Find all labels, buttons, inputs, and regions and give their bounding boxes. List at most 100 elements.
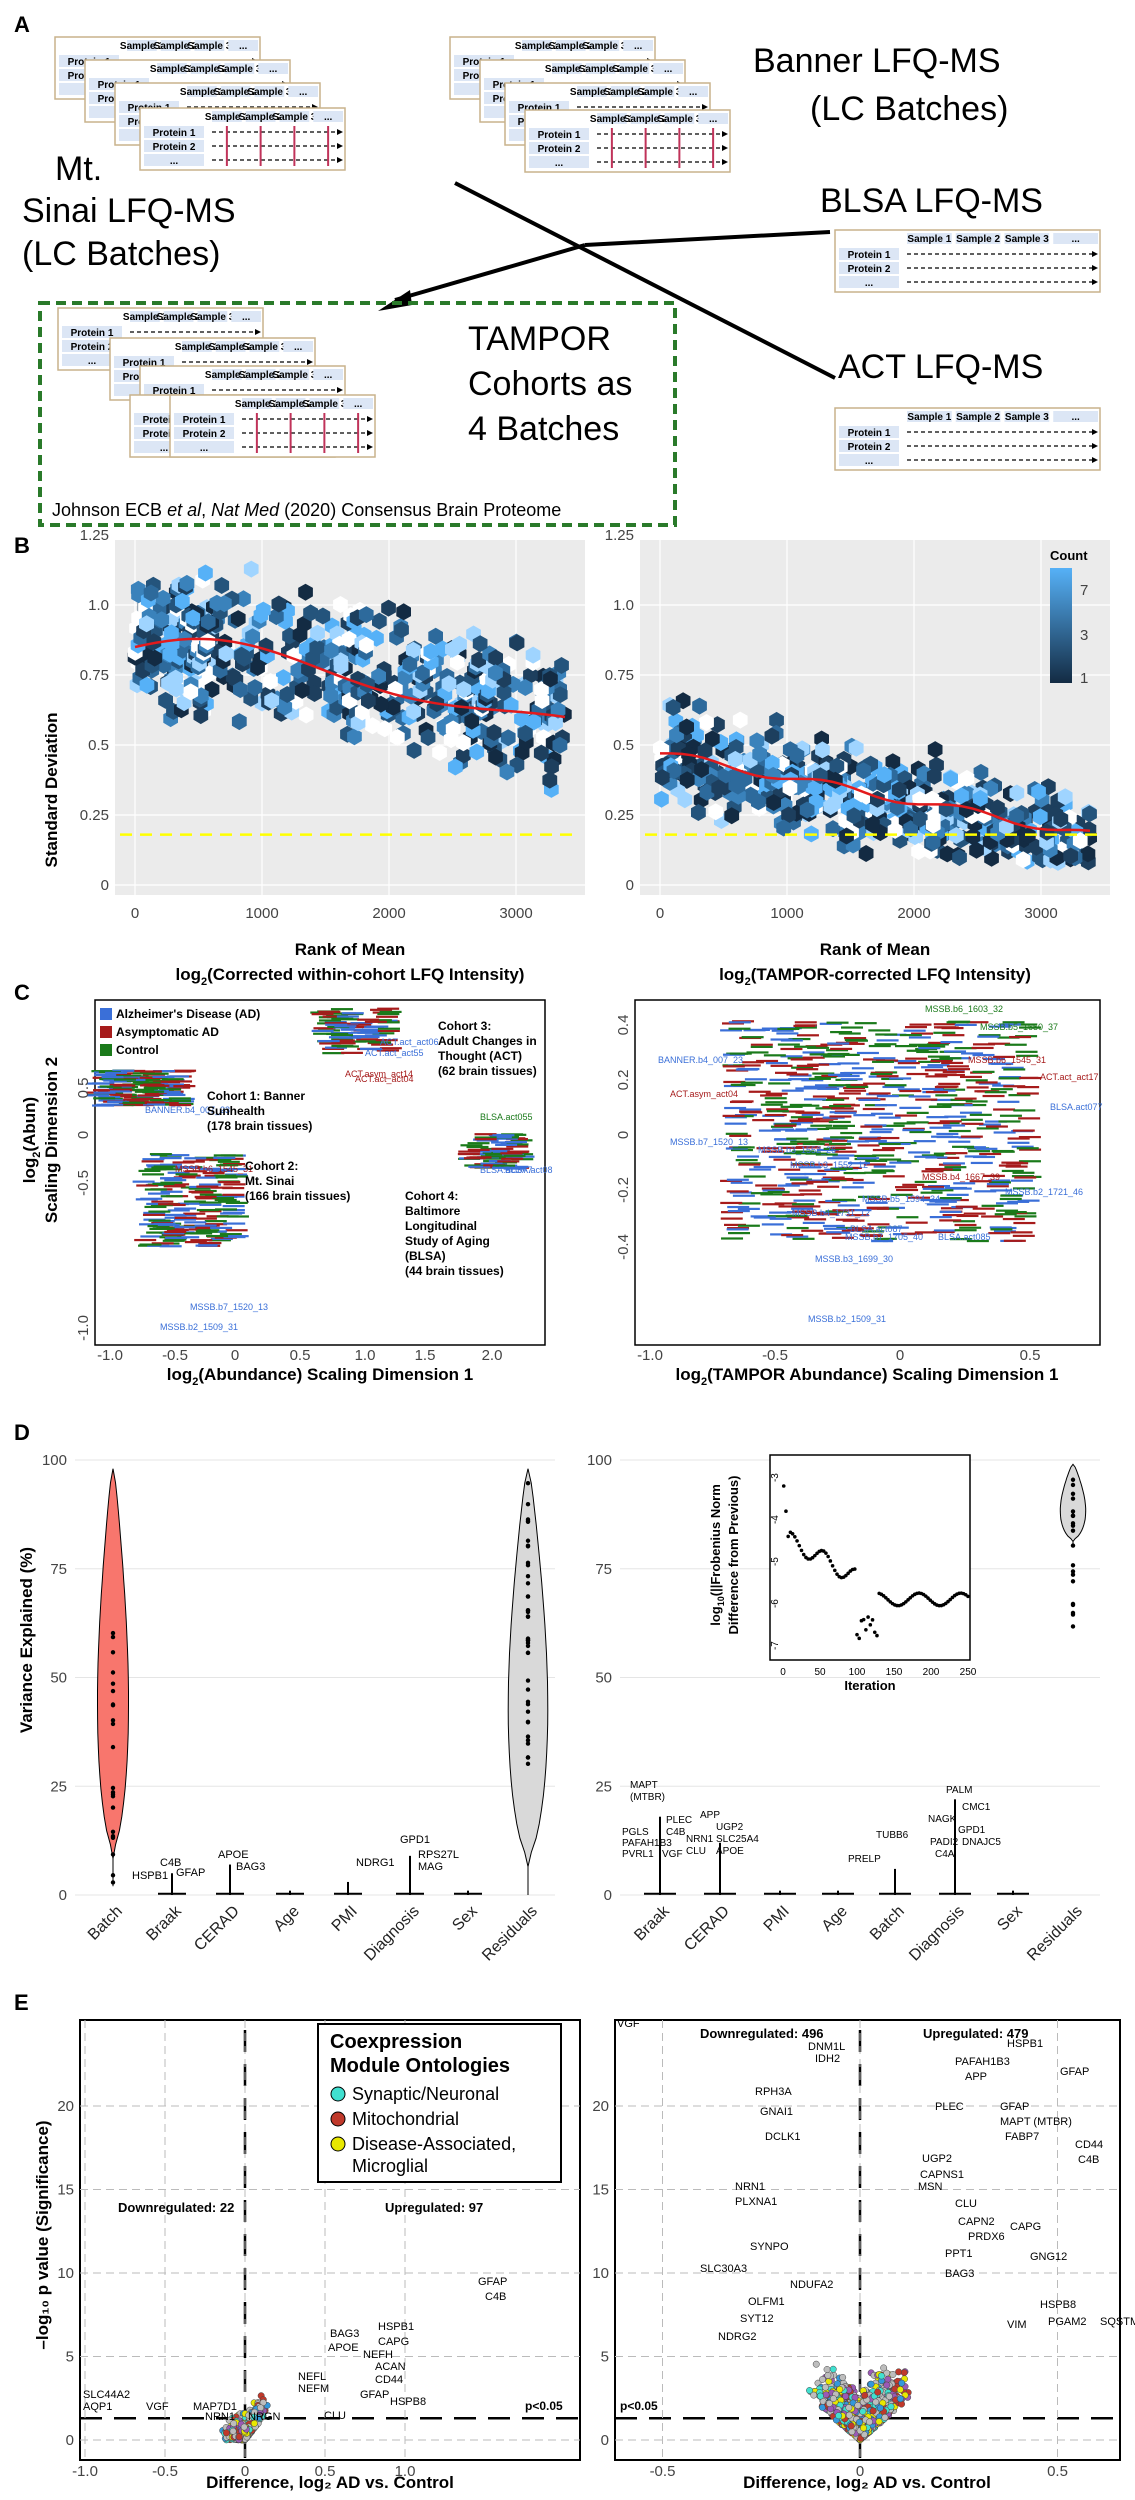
sample-mark — [853, 1114, 876, 1117]
protein-point — [867, 2380, 875, 2388]
table-header-cell — [678, 86, 708, 97]
hexbin — [143, 584, 159, 602]
sample-mark — [834, 1150, 857, 1153]
sample-mark — [906, 1049, 929, 1052]
hexbin — [175, 592, 190, 610]
xtick: 0 — [656, 905, 664, 922]
protein-label: BAG3 — [236, 1861, 265, 1873]
sample-mark — [823, 1227, 846, 1230]
inset-xlabel: Iteration — [844, 1678, 895, 1693]
table-header-text: Sample 3 — [247, 87, 291, 98]
sample-mark — [1003, 1085, 1026, 1088]
table-header-cell — [212, 111, 242, 122]
sample-mark — [503, 1154, 526, 1157]
table-header-text: ... — [269, 64, 278, 75]
cohort1-l2: Sunhealth — [207, 1104, 265, 1118]
sample-mark — [960, 1135, 983, 1138]
sample-mark — [1010, 1179, 1033, 1182]
sample-mark — [869, 1130, 892, 1134]
sample-mark — [769, 1211, 792, 1214]
hexbin — [405, 641, 421, 659]
sample-label: ACT.act_act17 — [1040, 1072, 1099, 1082]
sample-mark — [326, 1032, 349, 1036]
sample-mark — [744, 1078, 767, 1081]
hexbin — [323, 642, 339, 659]
sample-mark — [786, 1176, 809, 1179]
sample-mark — [761, 1223, 784, 1226]
outlier-point — [525, 1738, 531, 1743]
sample-mark — [868, 1092, 891, 1095]
protein-point — [884, 2375, 892, 2383]
xtick: 2000 — [897, 905, 930, 922]
sample-mark — [1002, 1217, 1025, 1221]
table-header-cell — [228, 40, 258, 51]
sample-mark — [217, 1160, 240, 1163]
sample-mark — [872, 1060, 895, 1063]
sample-mark — [976, 1127, 999, 1130]
sample-mark — [810, 1140, 833, 1143]
xtick: 1000 — [245, 905, 278, 922]
sample-mark — [817, 1087, 840, 1090]
table-header-text: Sample 1 — [590, 114, 634, 125]
sample-mark — [190, 1239, 213, 1242]
sample-mark — [939, 1120, 962, 1123]
sample-mark — [199, 1241, 222, 1245]
sample-mark — [792, 1237, 815, 1240]
hexbin — [472, 635, 488, 653]
table-header-text: Sample 3 — [272, 112, 316, 123]
inset-point — [966, 1594, 970, 1599]
table-header-text: Sample 1 — [120, 41, 164, 52]
ytick: -0.5 — [75, 1170, 92, 1196]
table-header-cell — [249, 341, 280, 352]
ytick: 0.5 — [613, 737, 634, 754]
sample-mark — [896, 1216, 919, 1219]
sample-label: BLSA.act08 — [505, 1165, 553, 1175]
ytick: 0.2 — [615, 1070, 632, 1091]
sample-mark — [152, 1182, 175, 1186]
hexbin — [415, 664, 430, 682]
hexbin — [277, 698, 293, 716]
arrow-head — [378, 290, 412, 311]
sample-mark — [163, 1093, 186, 1097]
sample-mark — [491, 1147, 514, 1150]
inset-point — [824, 1551, 828, 1555]
sample-mark — [838, 1032, 861, 1035]
inset-point — [801, 1552, 806, 1557]
sample-mark — [214, 1208, 237, 1211]
table-header-cell — [182, 341, 212, 352]
ytick: -1.0 — [75, 1315, 92, 1341]
sample-mark — [871, 1128, 894, 1131]
hexbin — [359, 636, 374, 654]
outlier-point — [110, 1650, 116, 1655]
sample-mark — [854, 1022, 877, 1025]
sample-mark — [1003, 1239, 1026, 1242]
outlier-point — [1070, 1509, 1076, 1514]
sample-mark — [370, 1008, 393, 1011]
table-row-text: ... — [170, 156, 179, 167]
sample-mark — [942, 1103, 965, 1106]
table-header-text: Sample 2 — [604, 87, 648, 98]
sample-mark — [909, 1023, 932, 1026]
ytick: 75 — [50, 1561, 67, 1578]
hexbin — [168, 680, 184, 698]
outlier-point — [1070, 1528, 1076, 1533]
sample-mark — [939, 1210, 962, 1213]
table-header-cell — [343, 398, 373, 409]
sample-mark — [340, 1051, 363, 1054]
xtick: -1.0 — [637, 1347, 663, 1364]
sample-mark — [1016, 1092, 1039, 1095]
ytick: 0 — [604, 1887, 612, 1904]
sample-mark — [908, 1095, 931, 1098]
outlier-point — [110, 1794, 116, 1799]
sample-mark — [184, 1221, 207, 1224]
sample-mark — [806, 1180, 829, 1183]
count-tick-3: 3 — [1080, 627, 1088, 644]
protein-label: GPD1 — [958, 1825, 986, 1836]
table-header-cell — [653, 63, 683, 74]
sample-mark — [871, 1169, 894, 1172]
hexbin — [307, 685, 322, 702]
table-header-text: ... — [689, 87, 698, 98]
table-row-text: Protein 1 — [153, 386, 196, 397]
sample-mark — [748, 1090, 771, 1093]
